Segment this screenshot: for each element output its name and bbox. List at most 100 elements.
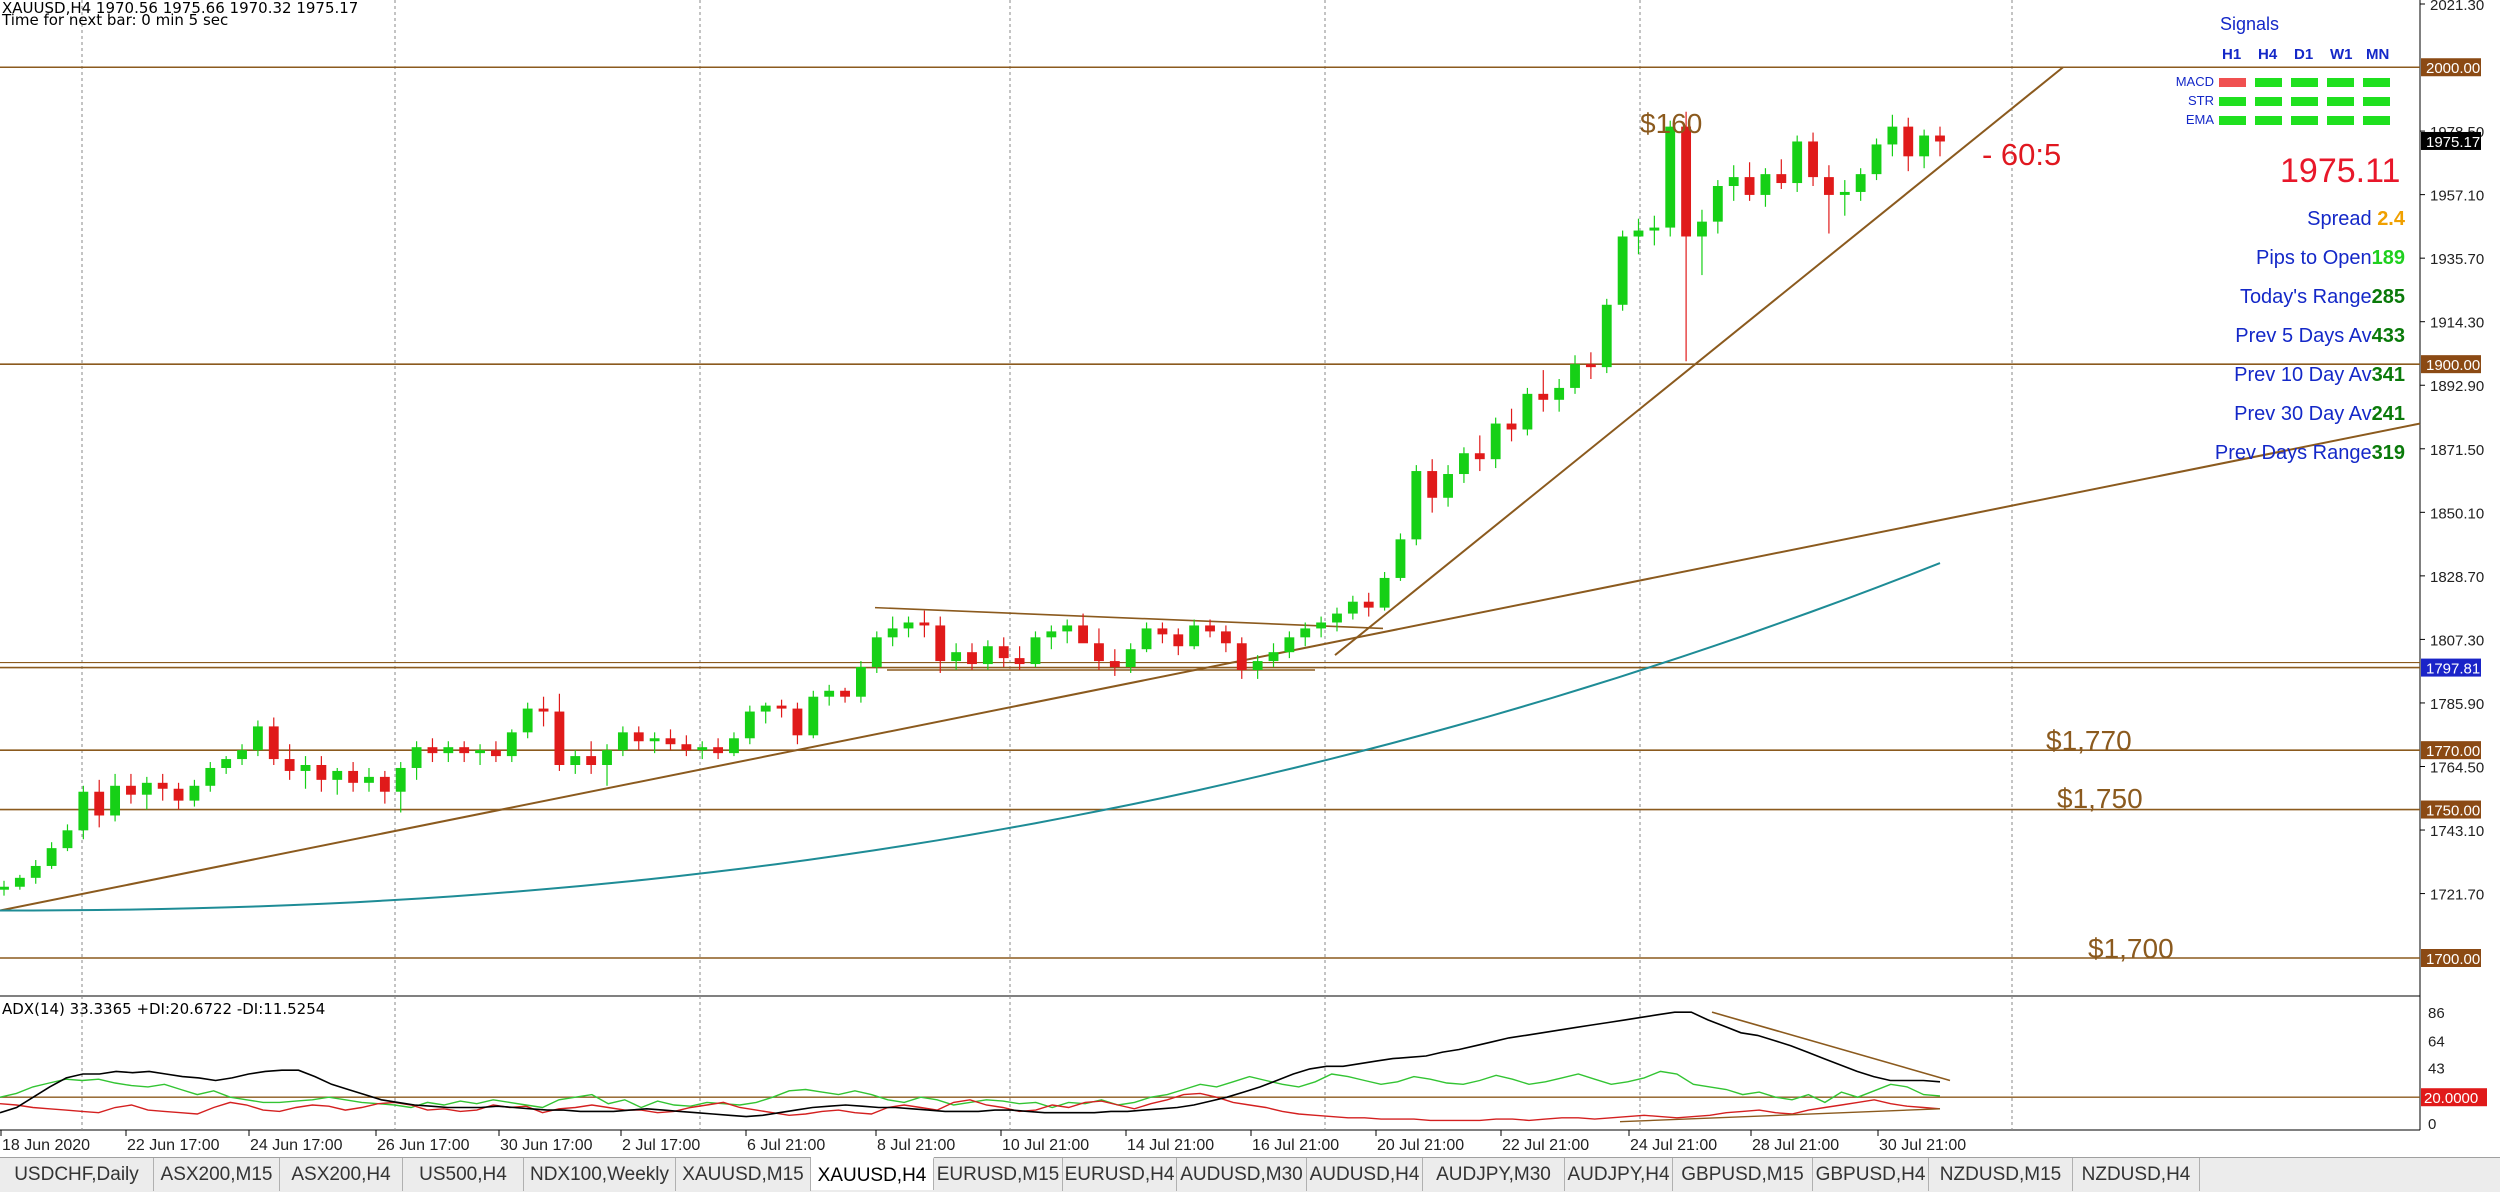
candle-up [475,750,485,754]
candle-up [1189,625,1200,647]
chart-tab[interactable]: USDCHF,Daily [0,1158,154,1191]
chart-tab[interactable]: NZDUSD,M15 [1929,1158,2073,1191]
stat-value: 341 [2371,364,2405,386]
candle-down [919,622,930,626]
chart-tab[interactable]: AUDJPY,M30 [1423,1158,1565,1191]
candle-down [1506,423,1517,430]
candle-down [126,785,136,795]
stat-row: Prev 10 Day Av341 [2234,364,2405,387]
candle-up [1316,622,1327,629]
candle-down [776,705,787,709]
adx-indicator-label: ADX(14) 33.3365 +DI:20.6722 -DI:11.5254 [2,1000,326,1018]
candle-down [427,747,438,754]
level-tag-label: 2000.00 [2426,60,2480,77]
chart-tab[interactable]: AUDUSD,H4 [1307,1158,1423,1191]
time-tick-label: 10 Jul 21:00 [1002,1137,1089,1154]
time-axis: 18 Jun 2020 22 Jun 17:00 24 Jun 17:00 26 Ju… [0,1130,1966,1154]
time-tick-label: 22 Jun 17:00 [127,1137,220,1154]
next-bar-timer: Time for next bar: 0 min 5 sec [2,11,229,29]
chart-header: XAUUSD,H4 1970.56 1975.66 1970.32 1975.1… [2,0,358,28]
level-tag-bg [2421,58,2481,77]
stat-value: 2.4 [2377,208,2405,230]
candle-down [1078,625,1089,644]
candle-up [729,738,739,754]
candle-down [633,732,644,742]
chart-tab[interactable]: US500,H4 [403,1158,524,1191]
candle-down [1205,625,1215,632]
chart-tab[interactable]: ASX200,H4 [280,1158,403,1191]
level-tag-bg [2421,800,2481,819]
price-tick-label: 2021.30 [2430,0,2484,14]
candle-up [1855,174,1866,192]
move-annotation: $160 [1640,108,1703,139]
adx-tick-label: 43 [2428,1061,2445,1078]
stat-row: Pips to Open189 [2256,247,2405,270]
candle-down [1014,658,1025,665]
chart-tab[interactable]: ASX200,M15 [154,1158,280,1191]
stat-row: Spread 2.4 [2307,208,2405,231]
candle-up [1871,144,1882,175]
candle-up [506,732,517,757]
plus-di-line [0,1070,1941,1109]
candle-up [982,646,993,665]
price-tick-label: 1850.10 [2430,505,2484,522]
signal-row-label: MACD [2175,74,2214,89]
candle-down [157,782,168,789]
candle-up [46,848,57,866]
candle-up [951,652,962,662]
ratio-annotation: - 60:5 [1982,137,2062,172]
current-price-display: 1975.11 [2280,152,2401,190]
candle-up [1332,613,1342,623]
candle-up [1459,453,1469,475]
candle-down [1363,601,1374,608]
flag-top-line [874,606,1384,630]
candle-down [554,711,565,766]
price-tick-label: 1935.70 [2430,251,2484,268]
signal-timeframe-h1: H1 [2222,46,2242,63]
candle-down [1681,126,1692,237]
stat-row: Prev 5 Days Av433 [2235,325,2405,348]
candle-up [62,830,73,849]
chart-tab[interactable]: EURUSD,M15 [934,1158,1063,1191]
level-tag-label: 1750.00 [2426,803,2480,820]
chart-tab[interactable]: NZDUSD,H4 [2073,1158,2200,1191]
signal-indicator-up [2327,97,2354,106]
candle-down [665,738,676,745]
candle-up [14,877,25,887]
time-tick-label: 18 Jun 2020 [2,1137,90,1154]
chart-tab[interactable]: EURUSD,H4 [1063,1158,1177,1191]
candle-up [855,667,866,697]
level-tag-bg [2421,741,2481,760]
candle-up [1522,393,1533,430]
chart-tab[interactable]: XAUUSD,M15 [676,1158,811,1191]
candle-down [713,747,724,754]
candle-up [141,782,152,795]
current-price-tag-bg [2421,131,2481,150]
chart-tab[interactable]: GBPUSD,H4 [1813,1158,1929,1191]
signal-timeframe-mn: MN [2366,46,2390,63]
adx-tick-label: 86 [2428,1005,2445,1022]
stat-label: Prev Days Range [2214,442,2372,464]
candle-down [173,788,184,801]
candle-up [744,711,755,739]
chart-tab[interactable]: XAUUSD,H4 [811,1157,934,1190]
adx-line [0,1011,1941,1118]
candle-up [332,770,343,780]
chart-tab[interactable]: AUDUSD,M30 [1177,1158,1307,1191]
time-tick-label: 28 Jul 21:00 [1752,1137,1839,1154]
candle-up [1570,364,1580,388]
chart-tab[interactable]: AUDJPY,H4 [1565,1158,1673,1191]
candle-up [189,785,200,801]
candle-up [395,767,406,792]
stat-label: Spread [2307,208,2378,230]
candle-down [268,726,279,760]
signal-indicator-up [2363,97,2390,106]
candle-up [364,776,374,783]
candle-down [1474,453,1485,460]
chart-tab[interactable]: GBPUSD,M15 [1673,1158,1813,1191]
minus-di-line [0,1092,1941,1122]
chart-tab[interactable]: NDX100,Weekly [524,1158,676,1191]
candle-up [1839,191,1850,195]
candle-up [649,738,660,742]
